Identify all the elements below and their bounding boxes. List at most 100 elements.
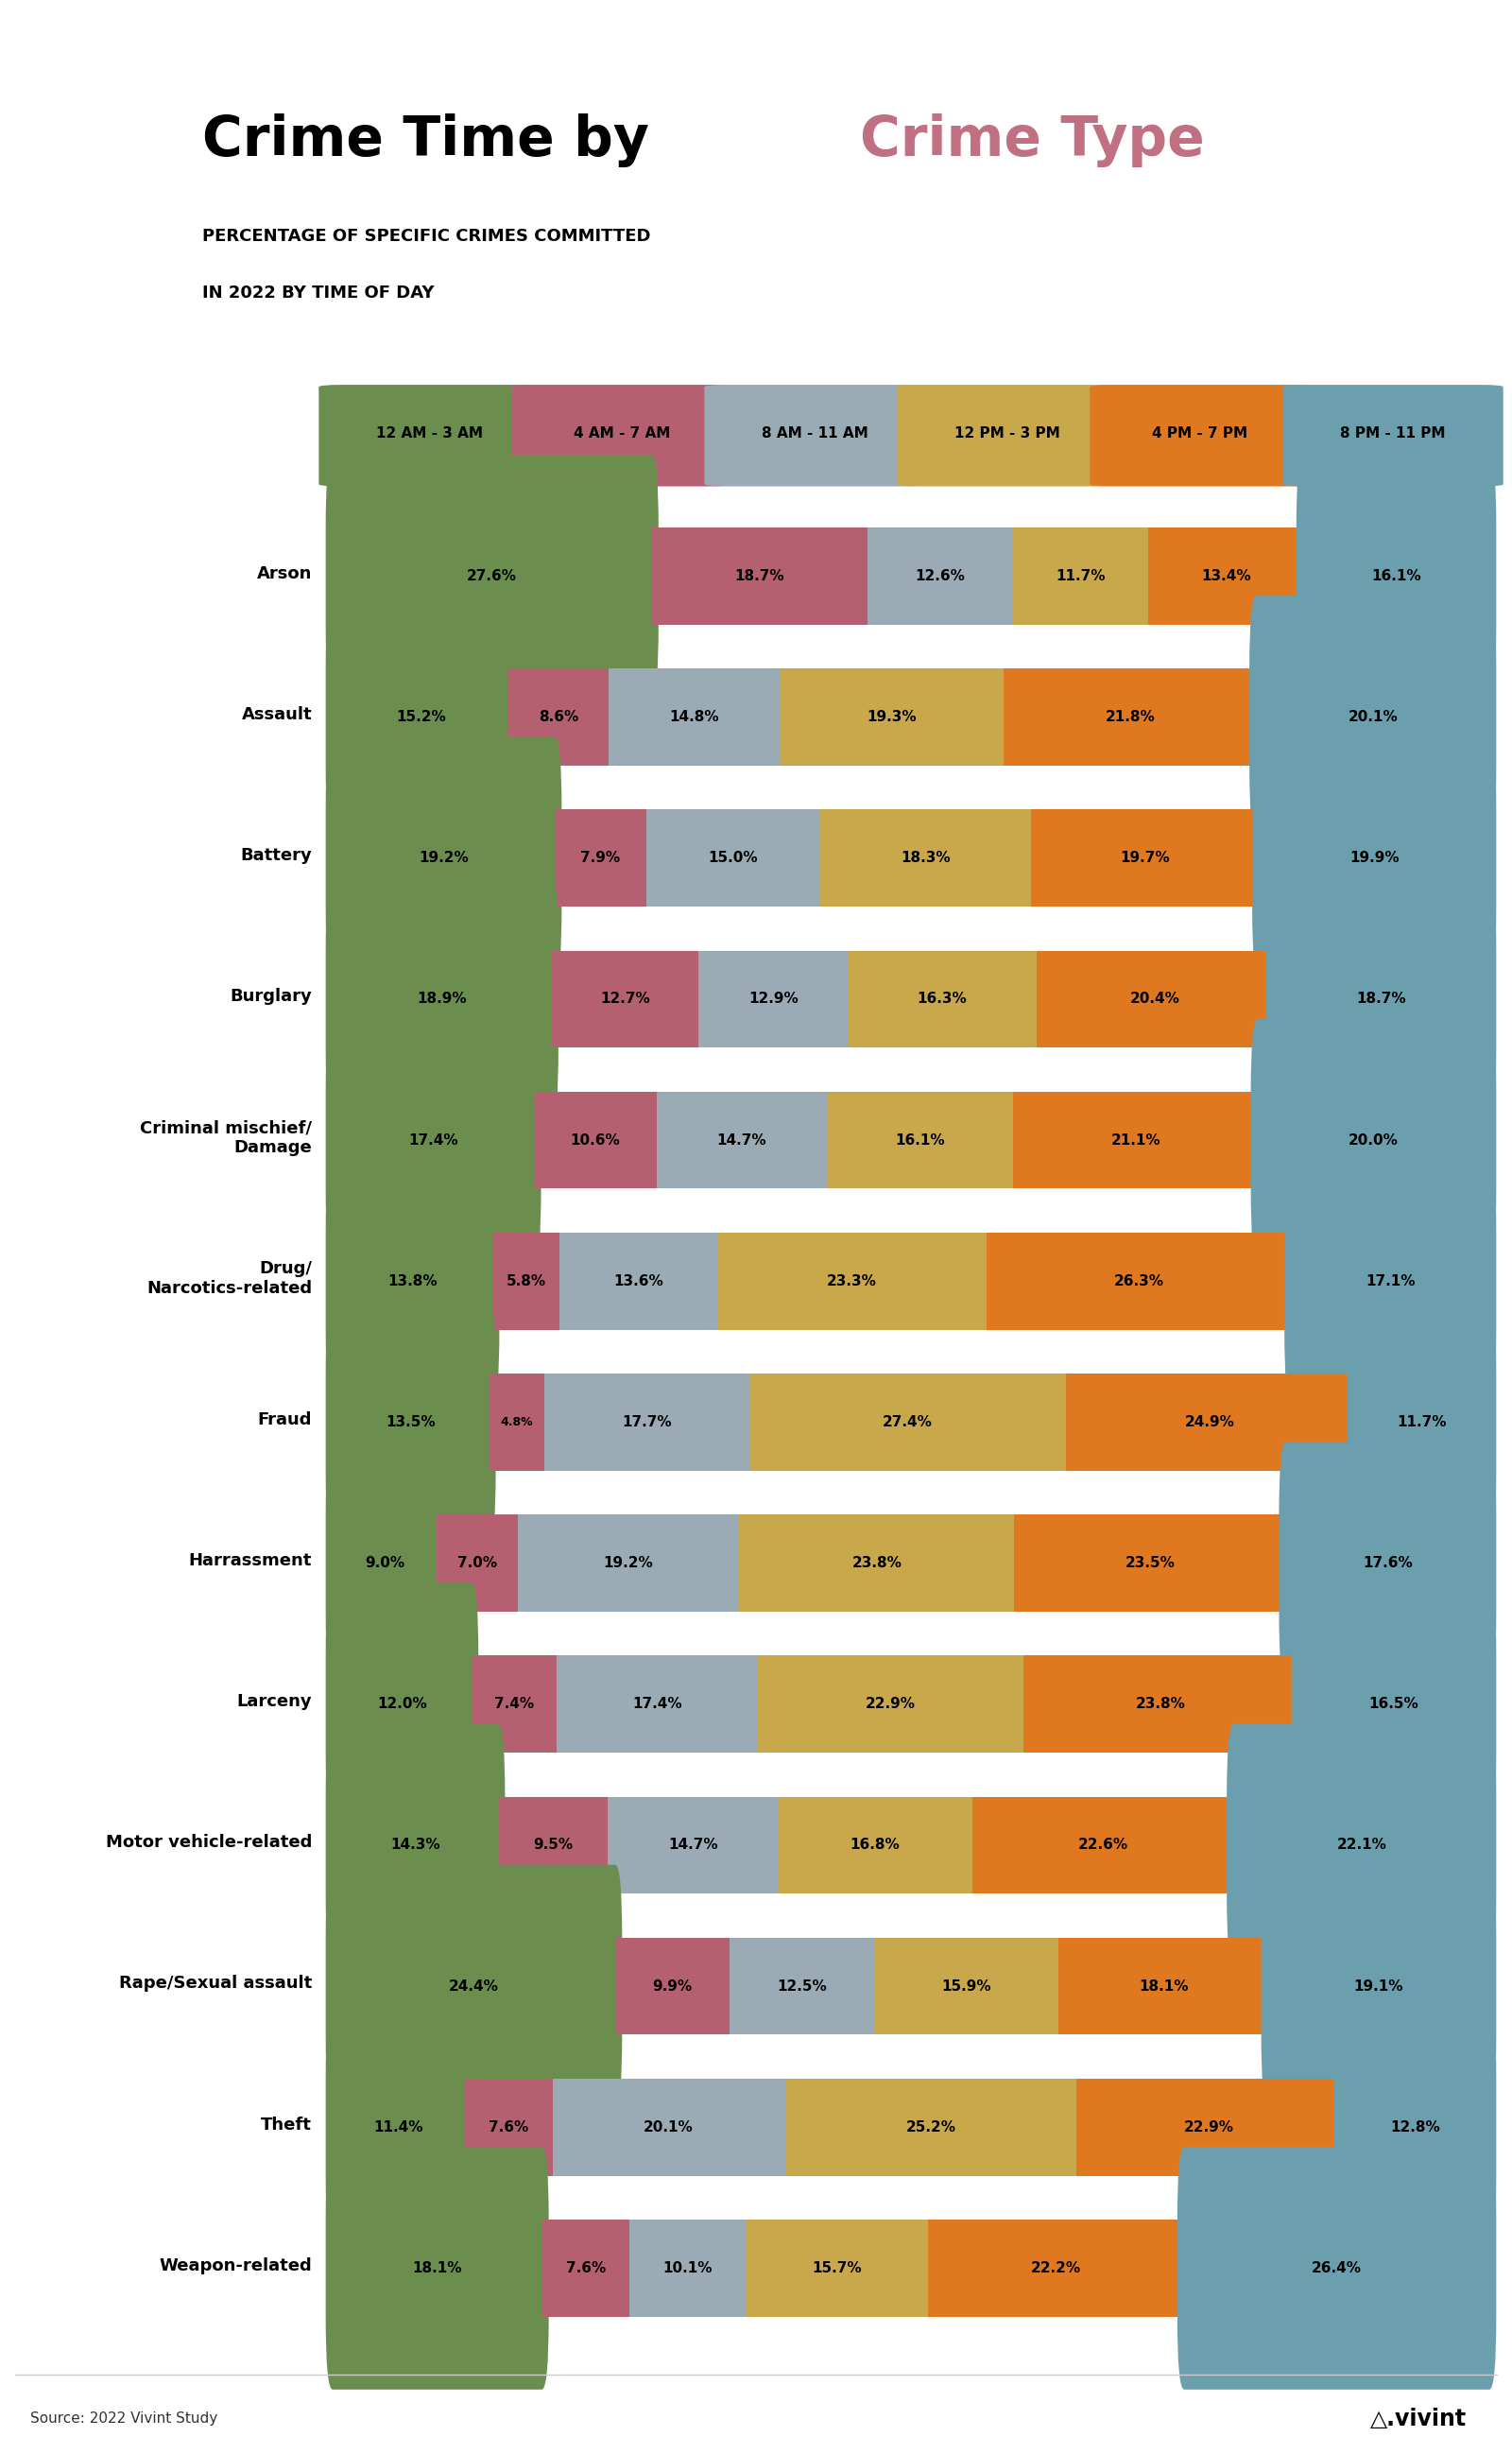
Bar: [739, 1514, 1015, 1612]
Text: 17.1%: 17.1%: [1365, 1274, 1415, 1288]
Text: 17.4%: 17.4%: [408, 1134, 458, 1146]
Text: 13.5%: 13.5%: [386, 1416, 435, 1428]
Text: 11.7%: 11.7%: [1055, 569, 1105, 584]
Bar: [987, 1232, 1291, 1330]
Text: Larceny: Larceny: [237, 1693, 311, 1710]
Text: 14.3%: 14.3%: [390, 1838, 440, 1853]
Text: 7.6%: 7.6%: [488, 2120, 528, 2135]
Text: 17.7%: 17.7%: [621, 1416, 671, 1428]
Bar: [747, 2218, 928, 2317]
Bar: [608, 667, 780, 766]
Text: 18.1%: 18.1%: [1139, 1978, 1188, 1993]
Text: 19.2%: 19.2%: [419, 852, 469, 866]
FancyBboxPatch shape: [325, 1865, 621, 2108]
Text: 19.1%: 19.1%: [1353, 1978, 1403, 1993]
Text: 24.9%: 24.9%: [1185, 1416, 1235, 1428]
Text: Burglary: Burglary: [230, 989, 311, 1006]
Text: Motor vehicle-related: Motor vehicle-related: [106, 1833, 311, 1850]
Text: 18.1%: 18.1%: [413, 2260, 463, 2275]
Text: 22.2%: 22.2%: [1031, 2260, 1081, 2275]
Bar: [559, 1232, 717, 1330]
Bar: [552, 2079, 785, 2177]
FancyBboxPatch shape: [325, 454, 659, 697]
Text: 9.9%: 9.9%: [653, 1978, 692, 1993]
Text: 12 AM - 3 AM: 12 AM - 3 AM: [375, 427, 482, 439]
Text: Assault: Assault: [242, 707, 311, 724]
Text: 23.5%: 23.5%: [1125, 1556, 1175, 1571]
Bar: [541, 2218, 629, 2317]
Bar: [874, 1939, 1058, 2034]
Bar: [699, 950, 848, 1048]
Bar: [646, 810, 820, 906]
FancyBboxPatch shape: [325, 1723, 505, 1966]
FancyBboxPatch shape: [325, 596, 516, 839]
Text: 8 PM - 11 PM: 8 PM - 11 PM: [1340, 427, 1445, 439]
Text: 12.5%: 12.5%: [777, 1978, 827, 1993]
Text: Harrassment: Harrassment: [189, 1551, 311, 1568]
Text: 19.3%: 19.3%: [866, 709, 916, 724]
Text: 8 AM - 11 AM: 8 AM - 11 AM: [762, 427, 868, 439]
Bar: [1013, 528, 1149, 626]
Text: 18.3%: 18.3%: [901, 852, 951, 866]
Text: Criminal mischief/
Damage: Criminal mischief/ Damage: [141, 1119, 311, 1156]
FancyBboxPatch shape: [1334, 2005, 1497, 2248]
Text: 20.0%: 20.0%: [1349, 1134, 1399, 1146]
Text: 20.4%: 20.4%: [1129, 991, 1179, 1006]
Text: 20.1%: 20.1%: [644, 2120, 694, 2135]
Text: Battery: Battery: [240, 847, 311, 864]
Text: 7.4%: 7.4%: [494, 1698, 534, 1710]
Bar: [759, 1656, 1024, 1752]
Text: 4 PM - 7 PM: 4 PM - 7 PM: [1152, 427, 1247, 439]
Bar: [510, 667, 608, 766]
Bar: [1066, 1374, 1353, 1470]
FancyBboxPatch shape: [1284, 1161, 1497, 1401]
Text: 10.1%: 10.1%: [664, 2260, 712, 2275]
Bar: [608, 1796, 779, 1894]
Text: 12.7%: 12.7%: [600, 991, 650, 1006]
Bar: [1058, 1939, 1269, 2034]
Text: Crime Type: Crime Type: [860, 113, 1205, 167]
Text: 21.8%: 21.8%: [1105, 709, 1155, 724]
Text: 17.6%: 17.6%: [1362, 1556, 1412, 1571]
Bar: [730, 1939, 874, 2034]
Bar: [1037, 950, 1273, 1048]
Bar: [488, 1374, 544, 1470]
Text: 17.4%: 17.4%: [634, 1698, 682, 1710]
Bar: [556, 1656, 759, 1752]
Bar: [1149, 528, 1303, 626]
Text: 16.3%: 16.3%: [918, 991, 968, 1006]
Bar: [827, 1092, 1013, 1188]
Text: 11.4%: 11.4%: [373, 2120, 423, 2135]
Text: 22.1%: 22.1%: [1337, 1838, 1387, 1853]
FancyBboxPatch shape: [511, 385, 732, 486]
Bar: [629, 2218, 747, 2317]
Text: 16.1%: 16.1%: [1371, 569, 1421, 584]
Text: 19.9%: 19.9%: [1349, 852, 1399, 866]
Text: Drug/
Narcotics-related: Drug/ Narcotics-related: [147, 1261, 311, 1298]
Text: 4.8%: 4.8%: [500, 1416, 532, 1428]
Text: 22.9%: 22.9%: [866, 1698, 916, 1710]
FancyBboxPatch shape: [1250, 1018, 1497, 1261]
Text: Source: 2022 Vivint Study: Source: 2022 Vivint Study: [30, 2412, 218, 2425]
Bar: [780, 667, 1004, 766]
Text: 12 PM - 3 PM: 12 PM - 3 PM: [954, 427, 1060, 439]
Bar: [534, 1092, 656, 1188]
FancyBboxPatch shape: [325, 1161, 499, 1401]
Text: 13.6%: 13.6%: [614, 1274, 664, 1288]
Text: 19.2%: 19.2%: [603, 1556, 653, 1571]
Text: Fraud: Fraud: [257, 1411, 311, 1428]
Text: 18.9%: 18.9%: [417, 991, 467, 1006]
Text: 26.3%: 26.3%: [1114, 1274, 1164, 1288]
Bar: [717, 1232, 987, 1330]
FancyBboxPatch shape: [897, 385, 1117, 486]
Text: 12.6%: 12.6%: [915, 569, 966, 584]
Text: 22.9%: 22.9%: [1184, 2120, 1234, 2135]
FancyBboxPatch shape: [325, 736, 561, 979]
FancyBboxPatch shape: [1178, 2147, 1497, 2390]
Text: Weapon-related: Weapon-related: [159, 2258, 311, 2275]
Bar: [1004, 667, 1256, 766]
Text: 5.8%: 5.8%: [507, 1274, 546, 1288]
FancyBboxPatch shape: [1266, 879, 1497, 1121]
Text: 22.6%: 22.6%: [1078, 1838, 1128, 1853]
Bar: [868, 528, 1013, 626]
